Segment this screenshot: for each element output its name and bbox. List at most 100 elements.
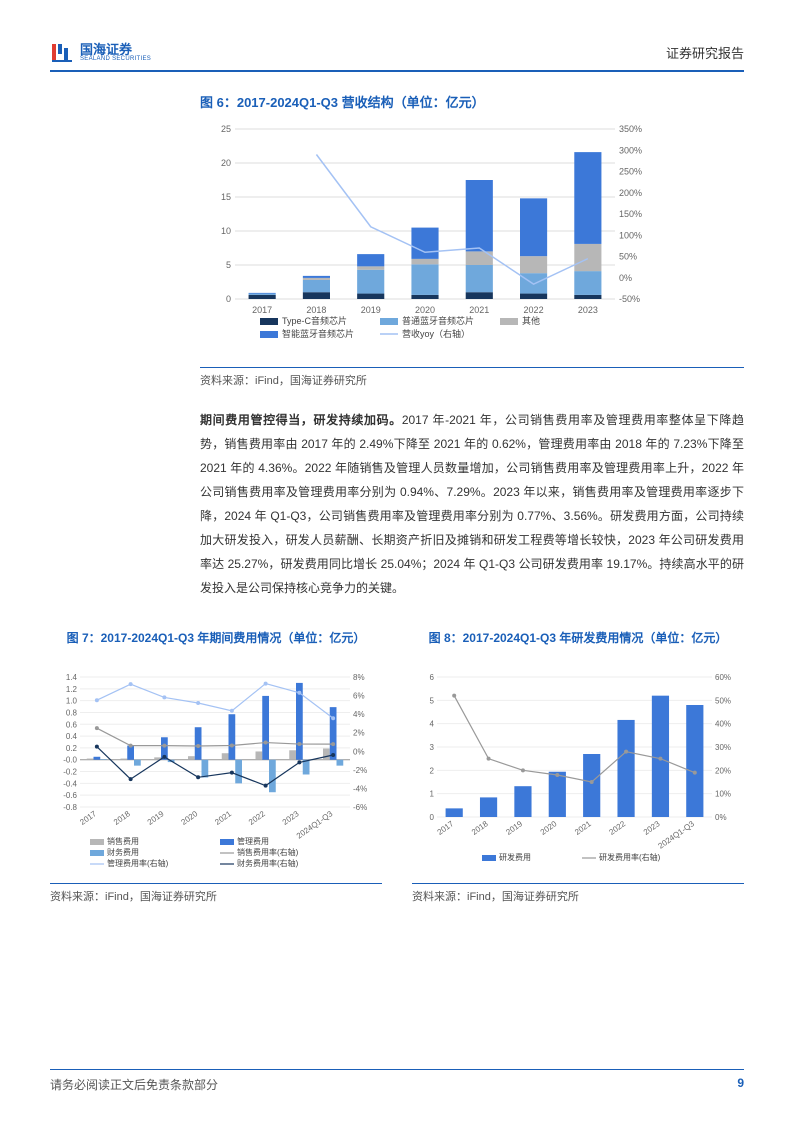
- svg-text:-0.8: -0.8: [63, 803, 77, 812]
- logo-text-cn: 国海证券: [80, 43, 151, 56]
- svg-text:-0.2: -0.2: [63, 768, 77, 777]
- svg-text:其他: 其他: [522, 315, 540, 326]
- svg-text:2019: 2019: [146, 809, 166, 827]
- page-footer: 请务必阅读正文后免责条款部分 9: [50, 1069, 744, 1093]
- body-rest: 2017 年-2021 年，公司销售费用率及管理费用率整体呈下降趋势，销售费用率…: [200, 413, 744, 595]
- body-paragraph: 期间费用管控得当，研发持续加码。2017 年-2021 年，公司销售费用率及管理…: [200, 408, 744, 600]
- svg-text:2019: 2019: [504, 819, 524, 837]
- svg-text:0: 0: [226, 294, 231, 304]
- svg-text:2018: 2018: [306, 305, 326, 315]
- svg-text:2021: 2021: [213, 809, 233, 827]
- logo-icon: [50, 40, 74, 64]
- svg-text:2018: 2018: [112, 809, 132, 827]
- svg-text:-0.4: -0.4: [63, 779, 77, 788]
- svg-text:2020: 2020: [539, 819, 559, 837]
- svg-text:2017: 2017: [436, 819, 456, 837]
- svg-text:150%: 150%: [619, 209, 642, 219]
- figure-row: 图 7：2017-2024Q1-Q3 年期间费用情况（单位：亿元） -0.8-0…: [50, 630, 744, 904]
- logo-text-en: SEALAND SECURITIES: [80, 56, 151, 62]
- svg-text:2%: 2%: [353, 729, 365, 738]
- svg-text:350%: 350%: [619, 124, 642, 134]
- svg-text:25: 25: [221, 124, 231, 134]
- svg-text:8%: 8%: [353, 673, 365, 682]
- svg-text:1.4: 1.4: [66, 673, 78, 682]
- svg-text:财务费用率(右轴): 财务费用率(右轴): [237, 858, 299, 868]
- svg-text:2024Q1-Q3: 2024Q1-Q3: [657, 819, 697, 851]
- footer-disclaimer: 请务必阅读正文后免责条款部分: [50, 1076, 218, 1093]
- figure-8-source: 资料来源：iFind，国海证券研究所: [412, 883, 744, 904]
- svg-text:200%: 200%: [619, 188, 642, 198]
- svg-text:250%: 250%: [619, 167, 642, 177]
- svg-text:2020: 2020: [415, 305, 435, 315]
- svg-text:20%: 20%: [715, 766, 731, 775]
- svg-text:销售费用: 销售费用: [107, 836, 139, 846]
- svg-text:0%: 0%: [715, 813, 727, 822]
- svg-text:10: 10: [221, 226, 231, 236]
- svg-text:2021: 2021: [573, 819, 593, 837]
- svg-text:普通蓝牙音频芯片: 普通蓝牙音频芯片: [402, 315, 474, 326]
- svg-text:1.2: 1.2: [66, 685, 78, 694]
- figure-7-title: 图 7：2017-2024Q1-Q3 年期间费用情况（单位：亿元）: [50, 630, 382, 664]
- svg-text:50%: 50%: [715, 696, 731, 705]
- svg-text:60%: 60%: [715, 673, 731, 682]
- svg-text:-0.0: -0.0: [63, 756, 77, 765]
- svg-text:1: 1: [430, 790, 435, 799]
- svg-text:0: 0: [430, 813, 435, 822]
- figure-8: 图 8：2017-2024Q1-Q3 年研发费用情况（单位：亿元） 012345…: [412, 630, 744, 904]
- svg-text:2023: 2023: [281, 809, 301, 827]
- figure-6-source: 资料来源：iFind，国海证券研究所: [200, 367, 744, 388]
- svg-text:智能蓝牙音频芯片: 智能蓝牙音频芯片: [282, 328, 354, 339]
- svg-text:-50%: -50%: [619, 294, 640, 304]
- svg-text:营收yoy（右轴）: 营收yoy（右轴）: [402, 328, 470, 339]
- svg-text:-6%: -6%: [353, 803, 367, 812]
- svg-text:-0.6: -0.6: [63, 791, 77, 800]
- svg-text:财务费用: 财务费用: [107, 847, 139, 857]
- svg-text:2024Q1-Q3: 2024Q1-Q3: [295, 809, 335, 841]
- svg-text:0.4: 0.4: [66, 732, 78, 741]
- svg-text:4: 4: [430, 720, 435, 729]
- svg-text:销售费用率(右轴): 销售费用率(右轴): [237, 847, 299, 857]
- svg-text:5: 5: [430, 696, 435, 705]
- svg-text:0.6: 0.6: [66, 720, 78, 729]
- figure-7-source: 资料来源：iFind，国海证券研究所: [50, 883, 382, 904]
- svg-text:100%: 100%: [619, 230, 642, 240]
- svg-text:6: 6: [430, 673, 435, 682]
- svg-text:50%: 50%: [619, 252, 637, 262]
- svg-text:0.8: 0.8: [66, 708, 78, 717]
- svg-text:0%: 0%: [353, 747, 365, 756]
- figure-7-chart: -0.8 -0.6 -0.4 -0.2 -0.0 0.2 0.4 0.6 0.8 1.0 1.2 1.…: [50, 672, 380, 872]
- figure-8-title: 图 8：2017-2024Q1-Q3 年研发费用情况（单位：亿元）: [412, 630, 744, 664]
- svg-text:2023: 2023: [578, 305, 598, 315]
- svg-text:0.2: 0.2: [66, 744, 78, 753]
- figure-6: 图 6：2017-2024Q1-Q3 营收结构（单位：亿元） 051015202…: [200, 92, 744, 388]
- svg-text:-4%: -4%: [353, 784, 367, 793]
- svg-text:300%: 300%: [619, 145, 642, 155]
- figure-6-chart: 0510152025-50%0%50%100%150%200%250%300%3…: [200, 119, 660, 359]
- svg-text:Type-C音频芯片: Type-C音频芯片: [282, 315, 347, 326]
- svg-text:30%: 30%: [715, 743, 731, 752]
- svg-text:-2%: -2%: [353, 766, 367, 775]
- svg-text:2023: 2023: [642, 819, 662, 837]
- svg-text:研发费用率(右轴): 研发费用率(右轴): [599, 852, 661, 862]
- svg-text:2020: 2020: [180, 809, 200, 827]
- svg-text:2022: 2022: [247, 809, 267, 827]
- page-header: 国海证券 SEALAND SECURITIES 证券研究报告: [50, 40, 744, 72]
- svg-text:2017: 2017: [252, 305, 272, 315]
- figure-8-chart: 01234560%10%20%30%40%50%60%2017201820192…: [412, 672, 742, 872]
- svg-text:1.0: 1.0: [66, 697, 78, 706]
- svg-text:3: 3: [430, 743, 435, 752]
- svg-text:4%: 4%: [353, 710, 365, 719]
- svg-text:管理费用: 管理费用: [237, 836, 269, 846]
- svg-text:研发费用: 研发费用: [499, 852, 531, 862]
- svg-text:2021: 2021: [469, 305, 489, 315]
- svg-text:20: 20: [221, 158, 231, 168]
- svg-text:2019: 2019: [361, 305, 381, 315]
- footer-page-num: 9: [737, 1076, 744, 1093]
- figure-6-title: 图 6：2017-2024Q1-Q3 营收结构（单位：亿元）: [200, 92, 744, 111]
- svg-text:5: 5: [226, 260, 231, 270]
- svg-text:6%: 6%: [353, 692, 365, 701]
- svg-text:0%: 0%: [619, 273, 632, 283]
- svg-text:2017: 2017: [78, 809, 98, 827]
- svg-text:2022: 2022: [607, 819, 627, 837]
- svg-text:10%: 10%: [715, 790, 731, 799]
